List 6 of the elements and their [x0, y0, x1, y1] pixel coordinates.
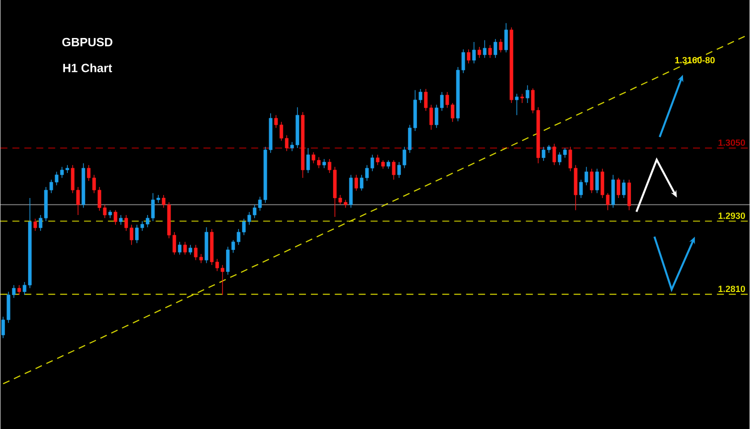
text: H1 Chart: [63, 63, 112, 72]
text: GBPUSD: [62, 38, 112, 46]
annotation: 1.3160-80: [675, 56, 715, 64]
y-tick-label: 1.2930: [718, 212, 746, 219]
y-tick-label: 1.2810: [718, 285, 746, 292]
y-tick-label: 1.3050: [718, 139, 746, 146]
